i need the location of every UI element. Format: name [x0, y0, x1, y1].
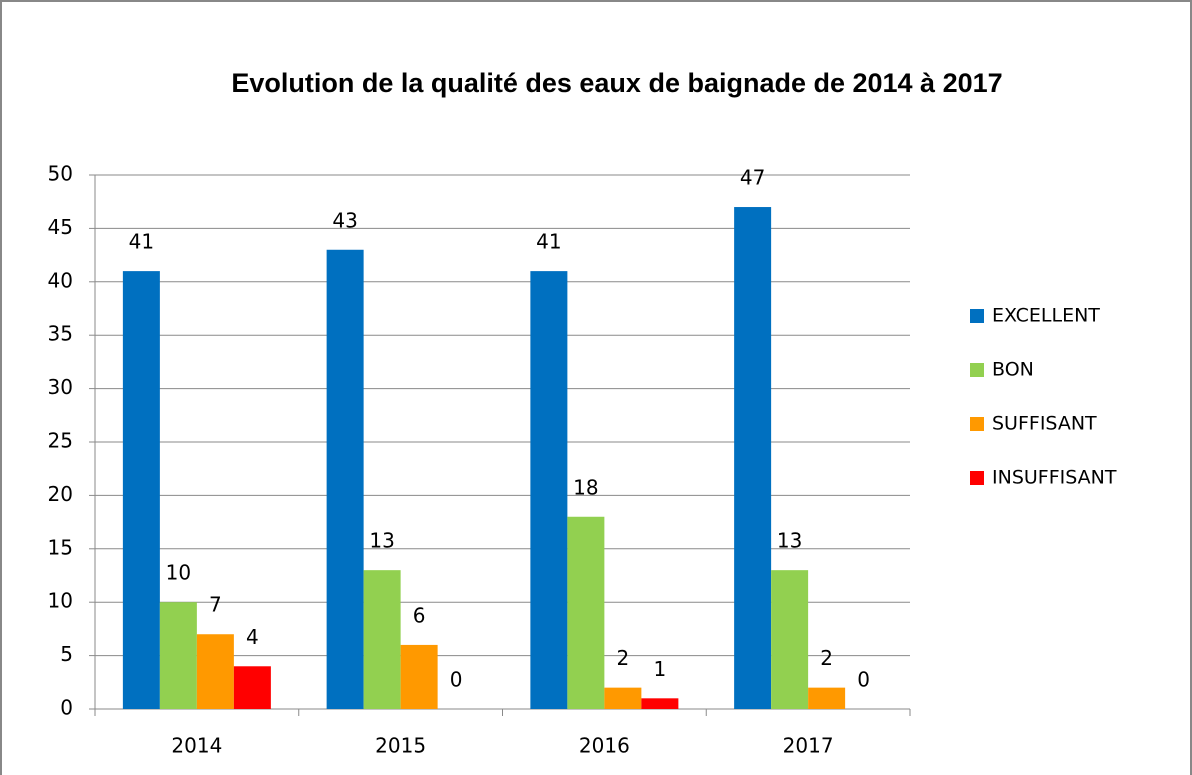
bar	[400, 644, 438, 709]
y-tick-label: 10	[48, 589, 73, 613]
data-label: 2	[820, 646, 833, 670]
legend-swatch	[970, 417, 984, 431]
legend-swatch	[970, 471, 984, 485]
bar	[641, 698, 679, 709]
bar	[363, 570, 401, 709]
y-tick-label: 30	[48, 375, 73, 399]
bar	[530, 271, 568, 709]
data-label: 13	[777, 529, 802, 553]
bar	[326, 249, 364, 709]
y-tick-label: 45	[48, 215, 73, 239]
y-tick-label: 40	[48, 268, 73, 292]
x-tick-label: 2016	[579, 734, 630, 758]
legend-label: INSUFFISANT	[992, 467, 1117, 489]
data-label: 2	[617, 646, 630, 670]
data-label: 47	[740, 166, 765, 190]
data-label: 4	[246, 625, 259, 649]
legend-label: BON	[992, 359, 1034, 381]
bar	[196, 634, 234, 709]
x-tick-label: 2015	[375, 734, 426, 758]
chart-title: Evolution de la qualité des eaux de baig…	[231, 68, 1002, 98]
data-label: 0	[450, 668, 463, 692]
x-tick-label: 2014	[171, 734, 222, 758]
bar	[159, 602, 197, 709]
bar	[771, 570, 809, 709]
bar	[233, 666, 271, 709]
y-tick-label: 20	[48, 482, 73, 506]
data-label: 13	[369, 529, 394, 553]
x-tick-label: 2017	[783, 734, 834, 758]
data-label: 10	[166, 561, 191, 585]
bar	[567, 516, 605, 709]
bar	[604, 687, 642, 709]
data-label: 41	[129, 230, 154, 254]
data-label: 43	[332, 208, 357, 232]
legend-swatch	[970, 309, 984, 323]
y-tick-label: 15	[48, 535, 73, 559]
data-label: 0	[857, 668, 870, 692]
y-tick-label: 35	[48, 322, 73, 346]
y-tick-label: 0	[60, 696, 73, 720]
bar	[808, 687, 846, 709]
data-label: 7	[209, 593, 222, 617]
legend-label: SUFFISANT	[992, 413, 1097, 435]
y-tick-label: 50	[48, 162, 73, 186]
data-label: 6	[413, 603, 426, 627]
legend-label: EXCELLENT	[992, 305, 1100, 327]
data-label: 18	[573, 475, 598, 499]
y-tick-label: 5	[60, 642, 73, 666]
data-label: 1	[654, 657, 667, 681]
bar	[734, 207, 772, 710]
y-tick-label: 25	[48, 429, 73, 453]
data-label: 41	[536, 230, 561, 254]
legend-swatch	[970, 363, 984, 377]
bar	[122, 271, 160, 709]
